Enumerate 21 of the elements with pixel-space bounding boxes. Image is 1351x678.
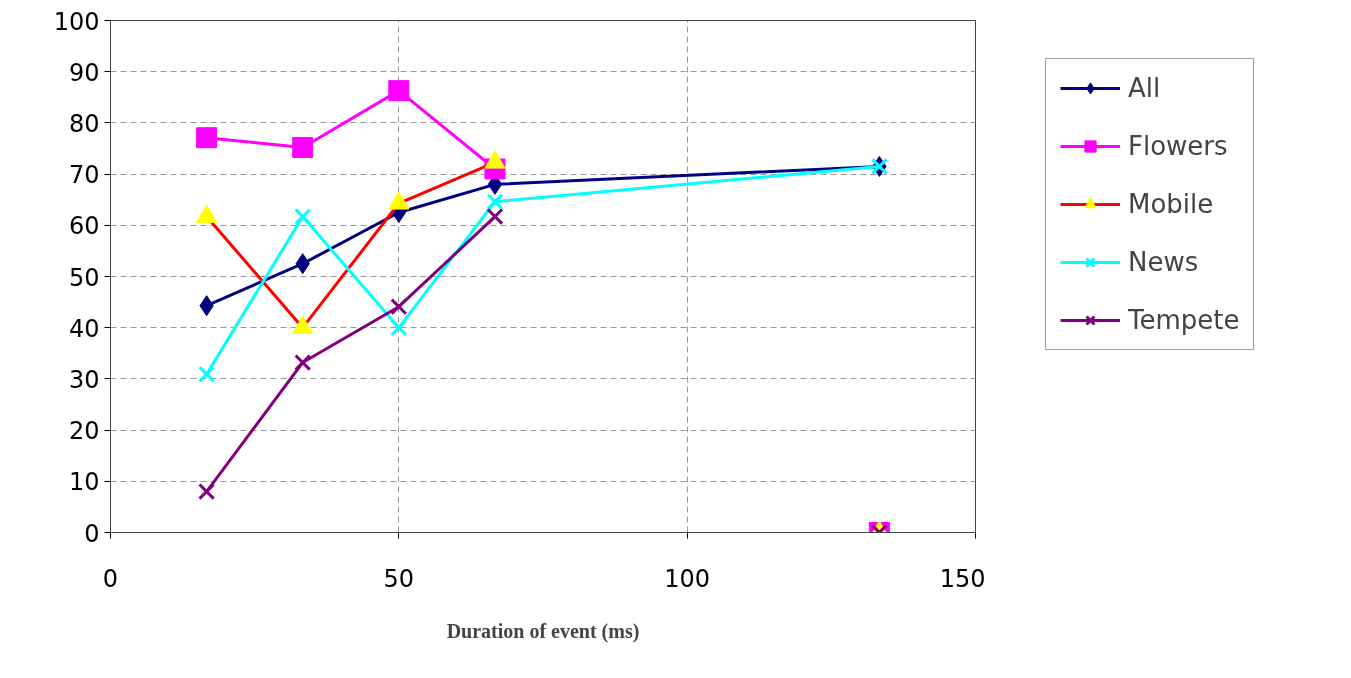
x-axis-title: Duration of event (ms) [446, 619, 640, 643]
y-tick-label: 20 [68, 417, 100, 446]
x-tick-label: 150 [939, 564, 986, 593]
y-tick-label: 60 [68, 212, 100, 241]
y-tick-label: 100 [53, 7, 100, 36]
x-tick-label: 100 [664, 564, 711, 593]
legend-label: All [1128, 73, 1161, 103]
x-tick-label: 50 [383, 564, 415, 593]
y-tick-label: 30 [68, 365, 100, 394]
y-tick-label: 70 [68, 161, 100, 190]
legend-label: Tempete [1128, 305, 1240, 335]
y-tick-label: 10 [68, 468, 100, 497]
y-tick-label: 40 [68, 314, 100, 343]
y-tick-label: 0 [84, 519, 100, 548]
x-tick-label: 0 [102, 564, 119, 593]
legend-label: Mobile [1128, 189, 1214, 219]
legend-label: News [1128, 247, 1199, 277]
legend-label: Flowers [1128, 131, 1228, 161]
y-tick-label: 80 [68, 109, 100, 138]
y-tick-label: 90 [68, 58, 100, 87]
y-tick-label: 50 [68, 263, 100, 292]
